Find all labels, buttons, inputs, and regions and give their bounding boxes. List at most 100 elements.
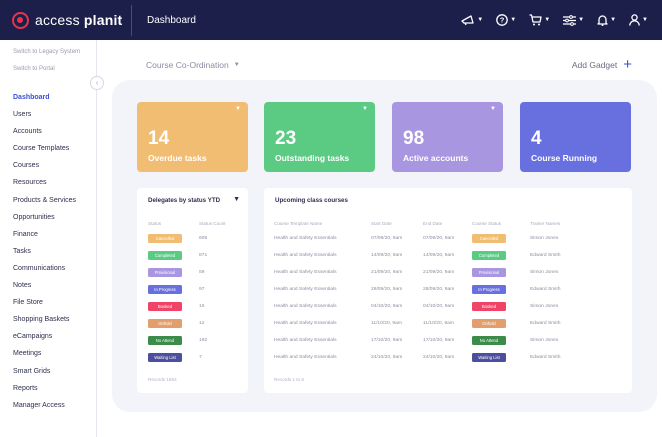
- course-template-name[interactable]: Health and Safety Essentials: [274, 253, 337, 258]
- start-date: 28/09/20, 9am: [371, 287, 403, 292]
- end-date: 28/09/20, 9am: [423, 287, 455, 292]
- brand-name-bold: planit: [83, 12, 123, 28]
- course-select-value: Course Co-Ordination: [146, 60, 229, 70]
- plus-icon: +: [623, 56, 632, 73]
- logo-mark-icon: [12, 11, 29, 29]
- cart-icon: [529, 14, 542, 26]
- course-template-name[interactable]: Health and Safety Essentials: [274, 304, 337, 309]
- end-date: 14/09/20, 9am: [423, 253, 455, 258]
- stat-card-active-accounts[interactable]: ▼ 98 Active accounts: [392, 102, 503, 172]
- trainer-name: Edward Smith: [530, 287, 561, 292]
- end-date: 21/09/20, 9am: [423, 270, 455, 275]
- chevron-down-icon: ▼: [642, 17, 648, 23]
- sidebar-item-products-services[interactable]: Products & Services: [13, 196, 77, 204]
- column-header: Start Date: [371, 221, 392, 226]
- sidebar-item-smart-grids[interactable]: Smart Grids: [13, 367, 51, 375]
- user-menu[interactable]: ▼: [629, 13, 648, 27]
- sidebar-nav: Dashboard Users Accounts Course Templates Co…: [13, 93, 76, 418]
- sidebar-item-file-store[interactable]: File Store: [13, 299, 43, 307]
- card-menu-icon[interactable]: ▼: [490, 106, 496, 112]
- stat-card-outstanding-tasks[interactable]: ▼ 23 Outstanding tasks: [264, 102, 375, 172]
- status-badge: Completed: [148, 251, 182, 260]
- course-template-name[interactable]: Health and Safety Essentials: [274, 355, 337, 360]
- user-icon: [629, 14, 640, 26]
- card-menu-icon[interactable]: ▼: [362, 106, 368, 112]
- trainer-name: Simon Jones: [530, 304, 559, 309]
- sidebar-item-communications[interactable]: Communications: [13, 264, 66, 272]
- course-status-badge: Waiting List: [472, 353, 506, 362]
- dashboard-panel: ▼ 14 Overdue tasks ▼ 23 Outstanding task…: [112, 80, 657, 412]
- column-header: End Date: [423, 221, 443, 226]
- top-bar: access planit Dashboard ▼ ? ▼ ▼ ▼ ▼ ▼: [0, 0, 662, 40]
- sidebar-item-accounts[interactable]: Accounts: [13, 128, 42, 136]
- stat-label: Overdue tasks: [148, 153, 207, 163]
- start-date: 21/09/20, 9am: [371, 270, 403, 275]
- stat-label: Active accounts: [403, 153, 469, 163]
- sidebar-item-finance[interactable]: Finance: [13, 230, 38, 238]
- sidebar-item-manager-access[interactable]: Manager Access: [13, 401, 65, 409]
- column-header: Status: [148, 221, 162, 226]
- sidebar-item-tasks[interactable]: Tasks: [13, 247, 31, 255]
- course-template-name[interactable]: Health and Safety Essentials: [274, 338, 337, 343]
- records-count: Records 1 to 8: [274, 377, 304, 382]
- course-status-badge: Onhold: [472, 319, 506, 328]
- notifications-menu[interactable]: ▼: [597, 13, 616, 27]
- sidebar-item-dashboard[interactable]: Dashboard: [13, 94, 50, 101]
- stat-value: 14: [148, 128, 170, 149]
- sidebar-item-course-templates[interactable]: Course Templates: [13, 145, 70, 153]
- upcoming-courses-card: Upcoming class courses Course Template N…: [264, 188, 632, 393]
- sidebar-item-ecampaigns[interactable]: eCampaigns: [13, 333, 53, 341]
- start-date: 11/10/20, 9am: [371, 321, 402, 326]
- status-badge: Booked: [148, 302, 182, 311]
- course-coordination-select[interactable]: Course Co-Ordination ▼: [146, 60, 240, 70]
- course-status-badge: Cancelled: [472, 234, 506, 243]
- start-date: 07/09/20, 9am: [371, 236, 403, 241]
- chevron-down-icon: ▼: [233, 62, 240, 68]
- chevron-down-icon: ▼: [544, 17, 551, 23]
- sidebar-item-users[interactable]: Users: [13, 111, 32, 119]
- status-count: 12: [199, 321, 205, 326]
- course-status-badge: Completed: [472, 251, 506, 260]
- sidebar-item-courses[interactable]: Courses: [13, 162, 40, 170]
- chevron-down-icon: ▼: [578, 17, 585, 23]
- cart-menu[interactable]: ▼: [529, 13, 550, 27]
- sidebar-item-notes[interactable]: Notes: [13, 282, 32, 290]
- status-badge: Onhold: [148, 319, 182, 328]
- stat-card-course-running[interactable]: 4 Course Running: [520, 102, 631, 172]
- help-menu[interactable]: ? ▼: [496, 13, 516, 27]
- add-gadget-button[interactable]: Add Gadget +: [572, 56, 632, 73]
- status-count: 605: [199, 236, 208, 241]
- switch-portal-link[interactable]: Switch to Portal: [13, 66, 55, 72]
- course-template-name[interactable]: Health and Safety Essentials: [274, 236, 337, 241]
- sidebar-item-meetings[interactable]: Meetings: [13, 350, 42, 358]
- topbar-divider: [131, 5, 132, 36]
- start-date: 24/10/20, 9am: [371, 355, 403, 360]
- collapse-sidebar-button[interactable]: ‹: [90, 76, 104, 90]
- trainer-name: Simon Jones: [530, 270, 559, 275]
- start-date: 17/10/20, 9am: [371, 338, 403, 343]
- stat-card-overdue-tasks[interactable]: ▼ 14 Overdue tasks: [137, 102, 248, 172]
- card-menu-icon[interactable]: ▼: [235, 106, 241, 112]
- announcements-menu[interactable]: ▼: [461, 13, 483, 27]
- sidebar-item-opportunities[interactable]: Opportunities: [13, 213, 55, 221]
- settings-menu[interactable]: ▼: [563, 13, 584, 27]
- course-template-name[interactable]: Health and Safety Essentials: [274, 287, 337, 292]
- stat-value: 98: [403, 128, 425, 149]
- end-date: 11/10/20, 9am: [423, 321, 454, 326]
- card-title: Delegates by status YTD: [148, 197, 221, 204]
- status-count: 97: [199, 287, 205, 292]
- trainer-name: Edward Smith: [530, 253, 561, 258]
- sidebar-item-resources[interactable]: Resources: [13, 179, 47, 187]
- sidebar-item-shopping-baskets[interactable]: Shopping Baskets: [13, 316, 70, 324]
- column-header: Status Count: [199, 221, 226, 226]
- chevron-down-icon[interactable]: ▼: [233, 196, 240, 203]
- sidebar: Switch to Legacy System Switch to Portal…: [0, 40, 97, 437]
- sidebar-item-reports[interactable]: Reports: [13, 384, 38, 392]
- chevron-left-icon: ‹: [95, 79, 99, 87]
- switch-legacy-link[interactable]: Switch to Legacy System: [13, 49, 81, 55]
- course-template-name[interactable]: Health and Safety Essentials: [274, 321, 337, 326]
- course-template-name[interactable]: Health and Safety Essentials: [274, 270, 337, 275]
- status-badge: Provisional: [148, 268, 182, 277]
- app-logo[interactable]: access planit: [12, 10, 122, 30]
- column-header: Course Status: [472, 221, 502, 226]
